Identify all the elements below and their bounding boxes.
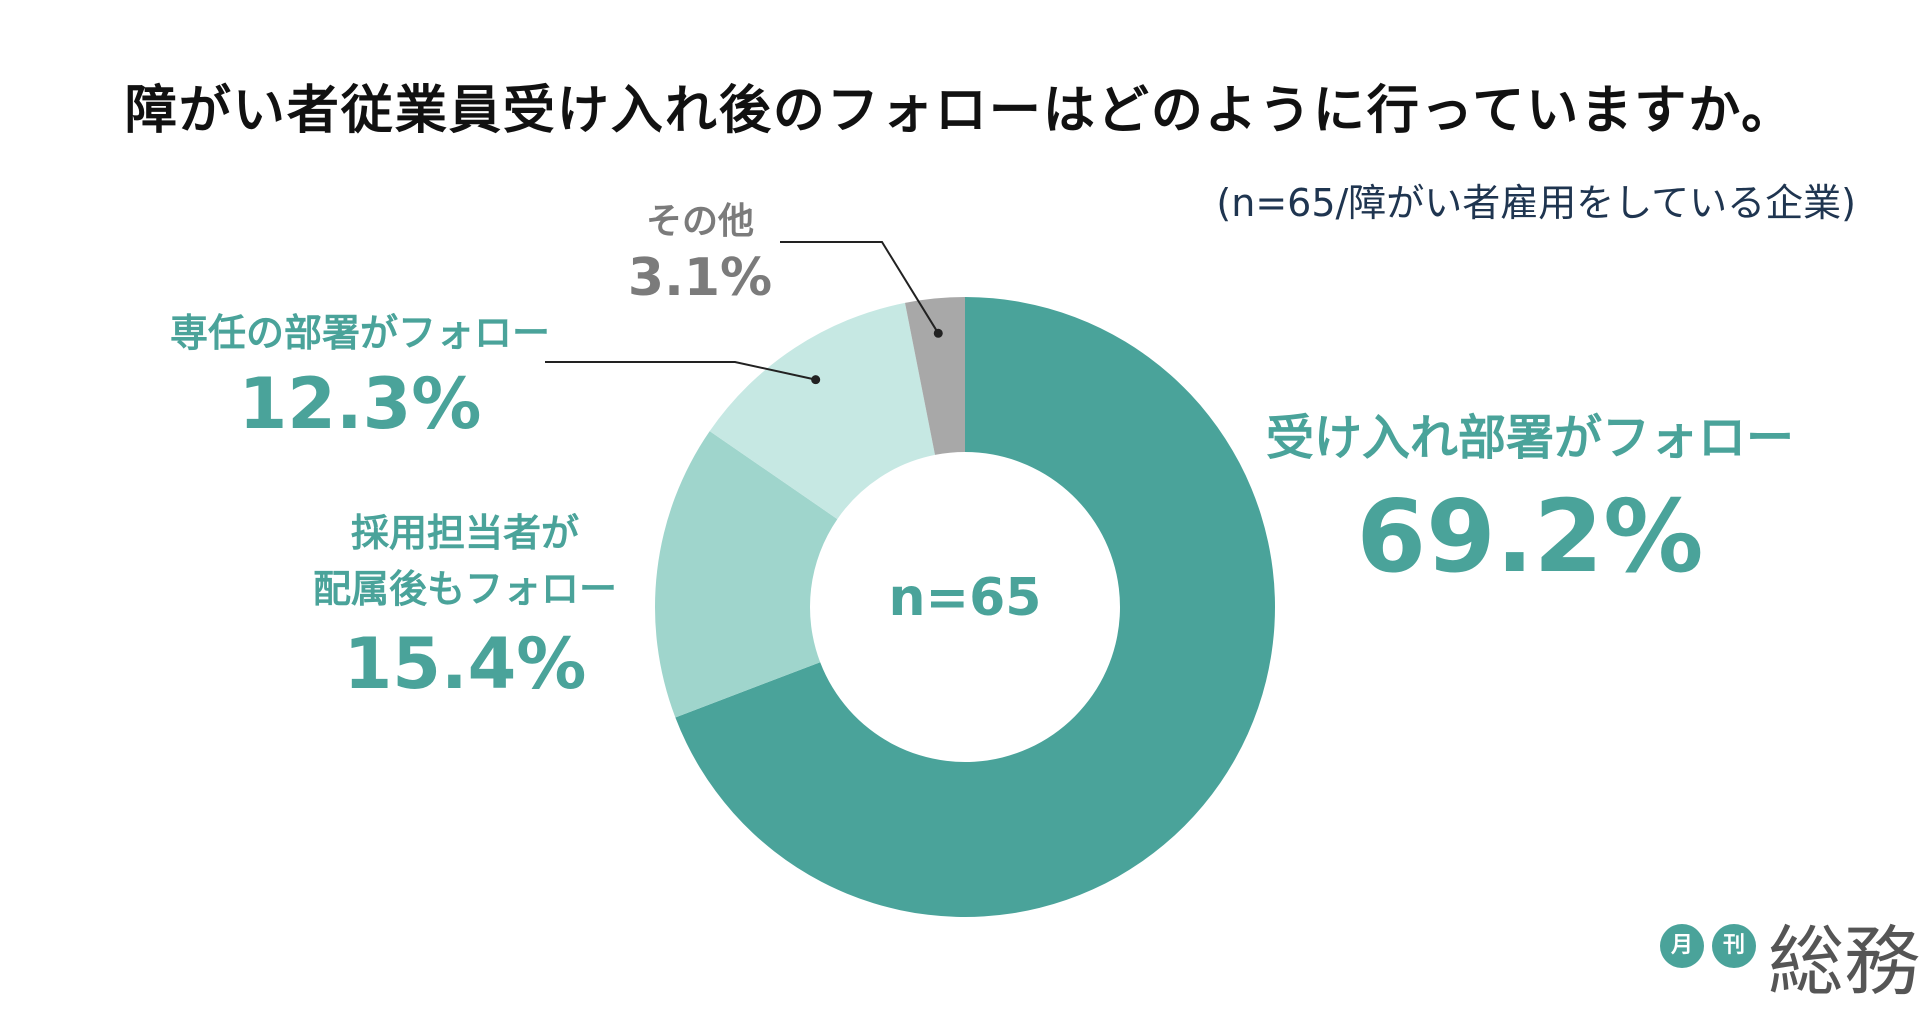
slice-value-dept: 12.3% bbox=[238, 363, 482, 445]
leader-other-dot bbox=[933, 328, 943, 338]
slice-name-main: 受け入れ部署がフォロー bbox=[1265, 410, 1794, 466]
slice-hr bbox=[655, 431, 838, 718]
leader-other-line bbox=[780, 241, 940, 334]
slice-name-dept: 専任の部署がフォロー bbox=[169, 311, 550, 355]
chart-title: 障がい者従業員受け入れ後のフォローはどのように行っていますか。 bbox=[124, 81, 1796, 141]
slice-name-hr-line2: 配属後もフォロー bbox=[312, 567, 617, 611]
slice-label-other: その他 3.1% bbox=[600, 192, 800, 308]
slice-value-other: 3.1% bbox=[627, 248, 773, 308]
leader-dept-line bbox=[545, 361, 816, 381]
slice-other bbox=[904, 297, 965, 455]
slice-label-dept: 専任の部署がフォロー 12.3% bbox=[140, 302, 580, 445]
slice-name-hr-line1: 採用担当者が bbox=[350, 511, 579, 555]
sample-size-label: n=65 bbox=[888, 568, 1042, 628]
slice-main bbox=[675, 297, 1275, 917]
chart-subtitle: (n=65/障がい者雇用をしている企業) bbox=[1216, 181, 1856, 225]
slice-label-hr: 採用担当者が 配属後もフォロー 15.4% bbox=[275, 505, 655, 705]
slice-value-main: 69.2% bbox=[1356, 478, 1704, 595]
slice-label-main: 受け入れ部署がフォロー 69.2% bbox=[1235, 398, 1825, 595]
leader-dept-dot bbox=[811, 375, 821, 385]
logo-badge-publication: 刊 bbox=[1712, 924, 1756, 968]
slice-value-hr: 15.4% bbox=[343, 623, 587, 705]
logo-badge-month: 月 bbox=[1660, 924, 1704, 968]
slice-dept bbox=[709, 302, 935, 520]
logo-wordmark: 総務 bbox=[1768, 917, 1920, 1006]
slice-name-other: その他 bbox=[645, 201, 754, 242]
